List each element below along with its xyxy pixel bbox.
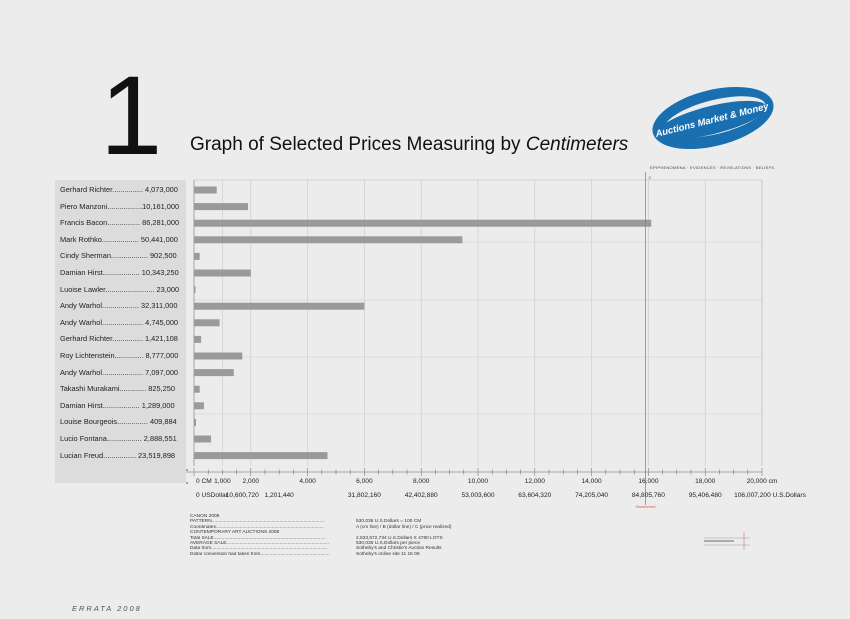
note-key: Dollar conversion had taken from........… bbox=[190, 551, 330, 557]
usd-tick-label: 63,604,320 bbox=[518, 492, 551, 499]
artist-label: Lucian Freud................ 23,519,898 bbox=[60, 450, 176, 460]
artist-label: Cindy Sherman.................. 902,500 bbox=[60, 251, 177, 261]
usd-tick-label: 74,205,040 bbox=[575, 492, 608, 499]
cm-tick-label: 18,000 bbox=[695, 478, 716, 485]
chart-title: Graph of Selected Prices Measuring by Ce… bbox=[190, 134, 628, 156]
cm-tick-label: 0 CM bbox=[196, 478, 212, 485]
artist-label: Roy Lichtenstein.............. 8,777,000 bbox=[60, 351, 179, 360]
usd-tick-label: 53,003,600 bbox=[461, 492, 494, 499]
chart-title-main: Graph of Selected Prices Measuring by bbox=[190, 134, 526, 155]
cm-tick-label: 16,000 bbox=[638, 478, 659, 485]
logo-tagline: EPIPHENOMENA · EVIDENCES · REVELATIONS ·… bbox=[650, 165, 775, 170]
note-value: 530,036 U.S.Dollars = 100 CM bbox=[356, 519, 422, 525]
bar bbox=[194, 369, 234, 377]
bar bbox=[194, 402, 204, 410]
cm-tick-label: 6,000 bbox=[356, 478, 373, 485]
note-row: Coordinates.............................… bbox=[190, 525, 451, 530]
artist-label: Piero Manzoni.................10,161,000 bbox=[60, 201, 180, 211]
auctions-logo: Auctions Market & Money bbox=[652, 86, 774, 150]
artist-label: Gerhard Richter............... 4,073,000 bbox=[60, 185, 178, 194]
note-key: CANON 2008 bbox=[190, 514, 220, 519]
note-key: CONTEMPORARY ART AUCTIONS 2008 bbox=[190, 530, 280, 536]
axis-marker-a: a bbox=[186, 467, 189, 472]
usd-tick-label: 10,600,720 bbox=[226, 492, 259, 499]
note-value: 2,533,572,734 U.S.Dollars X 4780 LOTS bbox=[356, 535, 443, 541]
note-value: A (cm line) / B (dollar line) / C (price… bbox=[356, 524, 452, 530]
bar bbox=[194, 252, 200, 260]
note-row: PATTERN.................................… bbox=[190, 519, 451, 524]
bar bbox=[194, 236, 463, 244]
cm-tick-label: 8,000 bbox=[413, 478, 430, 485]
artist-label: Damian Hirst.................. 10,343,25… bbox=[60, 268, 179, 277]
bar bbox=[194, 186, 217, 194]
note-row: CONTEMPORARY ART AUCTIONS 2008 bbox=[190, 530, 451, 535]
artist-label: Lucio Fontana................. 2,888,551 bbox=[60, 434, 177, 443]
artist-label: Mark Rothko.................. 50,441,000 bbox=[60, 234, 178, 244]
note-key: Data from...............................… bbox=[190, 546, 328, 552]
usd-tick-label: 106,007,200 U.S.Dollars bbox=[734, 492, 807, 499]
cm-tick-label: 12,000 bbox=[525, 478, 546, 485]
note-row: AVERAGE SALE............................… bbox=[190, 541, 451, 546]
bar bbox=[194, 203, 248, 211]
chart-title-emphasis: Centimeters bbox=[525, 134, 629, 155]
artist-label: Andy Warhol.................. 32,311,000 bbox=[60, 301, 178, 311]
artist-label: Takashi Murakami............. 825,250 bbox=[60, 384, 176, 394]
note-key: Coordinates.............................… bbox=[190, 524, 324, 530]
bar bbox=[194, 418, 196, 426]
cm-tick-label: 2,000 bbox=[243, 478, 260, 485]
cm-tick-label: 1,000 bbox=[214, 478, 231, 485]
usd-tick-label: 84,805,760 bbox=[632, 492, 665, 499]
cm-tick-label: 14,000 bbox=[582, 478, 603, 485]
errata-footer: ERRATA 2008 bbox=[72, 604, 142, 613]
note-key: AVERAGE SALE............................… bbox=[190, 541, 330, 547]
usd-tick-label: 42,402,880 bbox=[405, 492, 438, 499]
note-value: Sotheby's and Christie's Auction Results bbox=[356, 546, 442, 552]
bar bbox=[194, 286, 196, 294]
bar bbox=[194, 352, 243, 360]
note-row: CANON 2008 bbox=[190, 514, 451, 519]
bar bbox=[194, 435, 212, 443]
note-row: Data from...............................… bbox=[190, 546, 451, 551]
coordinates-legend-mini bbox=[704, 532, 750, 550]
bar-chart: C Hammered 0 CM 1,000 2,000 4,000 6,000 8,000 10… bbox=[186, 172, 807, 509]
usd-tick-label: 0 USDollar bbox=[196, 492, 229, 499]
artist-label: Francis Bacon................ 86,281,000 bbox=[60, 218, 180, 228]
artist-label: Andy Warhol.................... 4,745,00… bbox=[60, 317, 179, 327]
reference-top-label: C bbox=[649, 175, 652, 180]
cm-tick-label: 4,000 bbox=[299, 478, 316, 485]
note-value: Sotheby's online site 11 15 08 bbox=[356, 551, 420, 557]
note-key: Total SALE..............................… bbox=[190, 535, 326, 541]
artist-label: Luoise Lawler........................ 23… bbox=[60, 284, 180, 294]
bar bbox=[194, 452, 328, 460]
bar bbox=[194, 269, 251, 277]
reference-label: Hammered bbox=[636, 504, 656, 509]
cm-tick-label: 10,000 bbox=[468, 478, 489, 485]
artist-label: Gerhard Richter............... 1,421,108 bbox=[60, 334, 178, 344]
note-value: 530,036 U.S.Dollars per piece bbox=[356, 541, 420, 547]
bar bbox=[194, 385, 200, 393]
usd-tick-label: 31,802,160 bbox=[348, 492, 381, 499]
auction-notes: CANON 2008 PATTERN.......................… bbox=[190, 514, 451, 557]
note-row: Dollar conversion had taken from........… bbox=[190, 552, 451, 557]
bar bbox=[194, 319, 220, 327]
artist-label-panel bbox=[55, 180, 186, 483]
page-number: 1 bbox=[100, 53, 163, 178]
artist-label: Andy Warhol.................... 7,097,00… bbox=[60, 367, 179, 377]
axis-marker-b: a bbox=[186, 480, 189, 485]
bar bbox=[194, 219, 652, 227]
note-key: PATTERN.................................… bbox=[190, 519, 325, 525]
usd-tick-label: 95,406,480 bbox=[689, 492, 722, 499]
artist-label: Louise Bourgeois............... 409,884 bbox=[60, 417, 177, 427]
note-row: Total SALE..............................… bbox=[190, 536, 451, 541]
usd-tick-label: 1,201,440 bbox=[265, 492, 295, 499]
bar bbox=[194, 335, 202, 343]
cm-tick-label: 20,000 cm bbox=[747, 478, 778, 485]
artist-label: Damian Hirst.................. 1,289,000 bbox=[60, 400, 175, 410]
bar bbox=[194, 302, 365, 310]
